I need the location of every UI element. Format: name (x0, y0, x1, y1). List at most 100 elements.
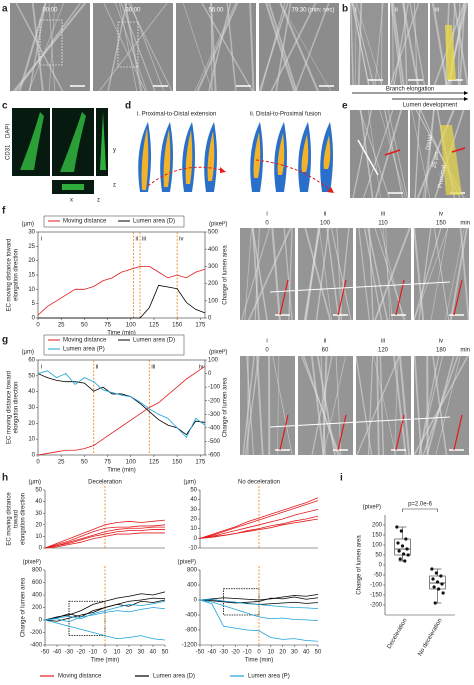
stage-label: ii (96, 365, 99, 371)
cell-streak (367, 227, 389, 321)
series-line (199, 593, 319, 601)
cell-streak (242, 355, 255, 456)
x-tick-label: 10 (267, 650, 274, 656)
label: iv (439, 212, 443, 218)
x-tick-label: 125 (149, 323, 160, 329)
cell-streak (413, 227, 449, 321)
cell-streak (294, 2, 330, 92)
arrow (451, 147, 466, 153)
x-tick-label: -50 (41, 650, 50, 656)
series-line (37, 373, 206, 436)
cell-streak (270, 2, 317, 92)
cell-streak (265, 2, 296, 92)
data-point (432, 585, 436, 589)
x-tick-label: 150 (172, 460, 183, 466)
label: x (70, 198, 73, 204)
data-point (395, 525, 399, 529)
y-tick-label: -500 (208, 439, 221, 445)
cell-streak (277, 355, 280, 456)
series-line (44, 600, 166, 621)
label: z (113, 183, 116, 189)
cell-streak (352, 109, 373, 199)
x-tick-label: No deceleration (417, 618, 443, 657)
y-tick-label: 100 (372, 543, 383, 549)
y-tick-label: -300 (208, 412, 221, 418)
cell-streak (301, 355, 341, 456)
data-point (406, 553, 410, 557)
lumen-overlay (445, 25, 456, 80)
cell-streak (457, 2, 461, 86)
cell-streak (244, 227, 252, 321)
axis-unit: (µm) (22, 222, 34, 228)
x-tick-label: 50 (81, 323, 88, 329)
cell-streak (357, 2, 363, 86)
label: iii (435, 8, 439, 14)
cell-streak (350, 2, 354, 86)
axis-title: EC moving distance toward (7, 371, 13, 444)
legend-label: Moving distance (63, 219, 107, 225)
micrograph (350, 110, 408, 198)
cell-streak (130, 2, 165, 92)
series-line (199, 599, 319, 642)
series-line (37, 266, 206, 316)
stage-label: ii (136, 237, 139, 243)
significance-bracket (402, 508, 438, 512)
y-tick-label: 200 (32, 605, 43, 611)
stage-label: iii (151, 365, 155, 371)
y-tick-label: 150 (372, 533, 383, 539)
series-line (199, 508, 319, 539)
series-line (44, 524, 166, 549)
ec-trace (395, 414, 405, 451)
y-tick-label: 30 (28, 405, 35, 411)
cell-streak (367, 109, 381, 199)
cell-streak (363, 227, 383, 321)
lumen-shape (253, 132, 261, 178)
cell-streak (248, 227, 292, 321)
series-line (199, 497, 319, 539)
cell-streak (251, 227, 260, 321)
cell-streak (391, 2, 405, 86)
label: 0 (265, 221, 269, 227)
cell-streak (433, 227, 450, 321)
y-tick-label: 40 (190, 497, 197, 503)
cell-streak (384, 109, 404, 199)
label: Distal (426, 135, 435, 151)
y-tick-label: 100 (208, 298, 219, 304)
y-tick-label: 0 (32, 316, 36, 322)
cell-streak (119, 2, 138, 92)
y-tick-label: 30 (28, 230, 35, 236)
cell-streak (379, 109, 406, 199)
legend-box (43, 215, 185, 228)
label: 120 (378, 348, 389, 354)
y-tick-label: 20 (35, 522, 42, 528)
data-point (404, 537, 408, 541)
label: Branch elongation (386, 87, 434, 93)
label: 79:30 (291, 8, 307, 14)
series-line (38, 284, 206, 319)
panel-label: i (340, 473, 343, 484)
axis-title: Change of lumen area (357, 535, 363, 595)
y-tick-label: -200 (30, 630, 43, 636)
legend-label: Moving distance (58, 674, 102, 680)
stage-label: iv (179, 237, 183, 243)
x-tick-label: 20 (126, 650, 133, 656)
data-point (431, 577, 435, 581)
cell-streak (196, 2, 239, 92)
arrow-head (464, 97, 468, 101)
cell-streak (393, 355, 407, 456)
cell-streak (322, 355, 328, 456)
arrow (147, 166, 223, 187)
cell-streak (256, 355, 264, 456)
track-arrow (269, 281, 451, 293)
data-point (402, 552, 406, 556)
cell-streak (226, 2, 237, 92)
data-point (439, 574, 443, 578)
axis-unit: (pixel²) (23, 560, 41, 566)
label: CD31 (6, 144, 12, 160)
y-tick-label: -200 (208, 398, 221, 404)
panel-label: h (2, 473, 8, 484)
lumen-shape (323, 135, 331, 169)
y-tick-label: 40 (35, 499, 42, 505)
x-tick-label: 30 (138, 650, 145, 656)
data-point (440, 582, 444, 586)
